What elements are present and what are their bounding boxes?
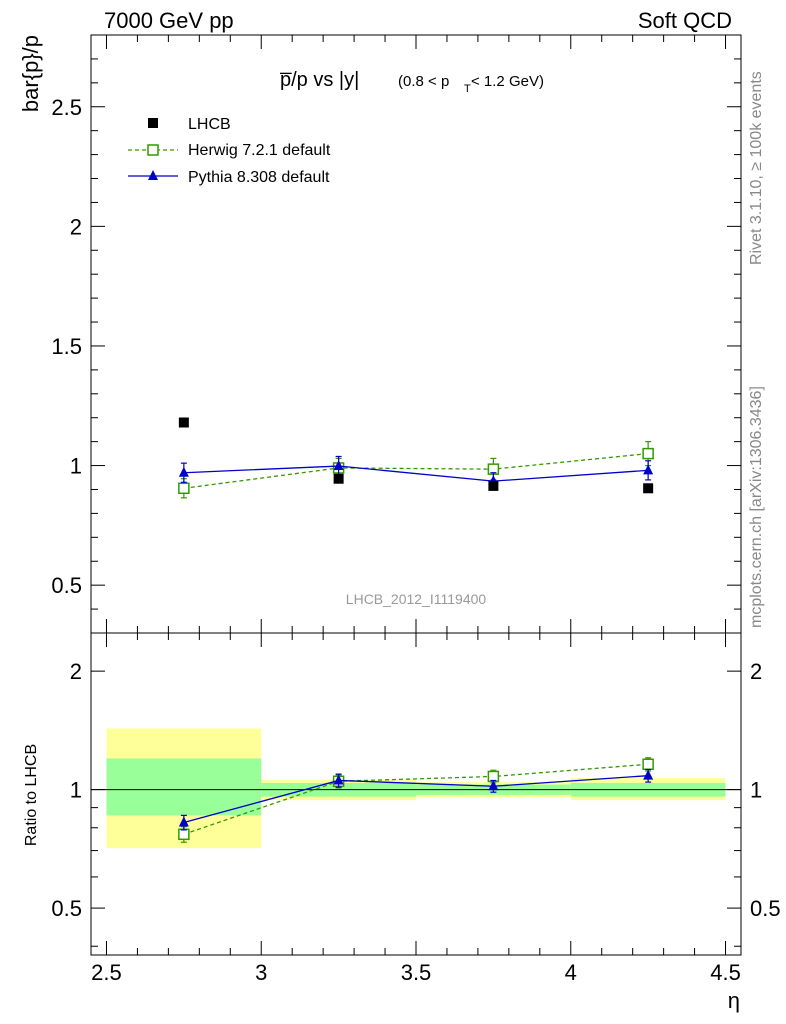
- herwig-point: [642, 447, 654, 460]
- x-tick-label: 4.5: [710, 960, 741, 985]
- main-title: p̅/p vs |y| (0.8 < p T < 1.2 GeV): [280, 69, 544, 95]
- x-tick-label: 2.5: [91, 960, 122, 985]
- ratio-herwig-line: [183, 763, 649, 835]
- main-panel: 0.5 1 1.5 2 2.5 bar{p}/p p̅/p vs |y| (0.8 < …: [18, 34, 742, 634]
- ratio-y-axis-label: Ratio to LHCB: [23, 744, 40, 846]
- ratio-pythia-point: [488, 780, 499, 791]
- lhcb-point: [178, 417, 189, 428]
- legend-lhcb-marker: [148, 118, 158, 128]
- header-right: Soft QCD: [637, 8, 732, 33]
- ratio-pythia-point: [333, 774, 344, 785]
- ratio-y-tick-label-right: 1: [750, 778, 762, 803]
- legend-pythia-marker: [148, 170, 158, 180]
- main-y-tick-label: 2.5: [51, 95, 82, 120]
- title-main: p̅/p vs |y|: [280, 69, 359, 91]
- ratio-band-inner: [106, 758, 262, 816]
- ratio-y-tick-labels: 0.5 0.5 1 1 2 2: [51, 659, 780, 921]
- lhcb-point: [333, 473, 344, 484]
- pythia-point: [643, 464, 654, 475]
- ratio-y-tick-label-right: 0.5: [750, 896, 781, 921]
- pythia-line: [183, 465, 649, 482]
- ratio-y-tick-label: 1: [70, 778, 82, 803]
- pythia-point: [333, 460, 344, 471]
- ratio-pythia-point: [178, 816, 189, 827]
- ratio-y-tick-label: 2: [70, 659, 82, 684]
- lhcb-point: [643, 483, 654, 494]
- legend-herwig-label: Herwig 7.2.1 default: [188, 142, 331, 159]
- legend-lhcb-label: LHCB: [188, 116, 231, 133]
- ratio-y-tick-label: 0.5: [51, 896, 82, 921]
- title-sub-t: T: [464, 83, 471, 95]
- herwig-point: [178, 482, 190, 495]
- x-tick-label: 3.5: [401, 960, 432, 985]
- main-y-tick-label: 2: [70, 214, 82, 239]
- main-y-tick-labels: 0.5 1 1.5 2 2.5: [51, 95, 82, 598]
- header-left: 7000 GeV pp: [104, 8, 234, 33]
- legend: LHCB Herwig 7.2.1 default Pythia 8.308 d…: [128, 116, 331, 186]
- main-y-axis-label: bar{p}/p: [18, 35, 43, 112]
- title-sub-b: < 1.2 GeV): [471, 73, 544, 90]
- ratio-herwig-point: [642, 758, 654, 770]
- herwig-line: [183, 452, 649, 489]
- x-tick-label: 3: [255, 960, 267, 985]
- ratio-pythia-point: [643, 769, 654, 780]
- ratio-y-tick-label-right: 2: [750, 659, 762, 684]
- lhcb-point: [488, 480, 499, 491]
- main-series: [178, 417, 654, 499]
- main-y-tick-label: 1: [70, 454, 82, 479]
- x-tick-label: 4: [565, 960, 577, 985]
- ratio-ticks: [91, 633, 741, 955]
- main-ticks: [91, 34, 741, 634]
- watermark: LHCB_2012_I1119400: [346, 591, 487, 607]
- title-sub-a: (0.8 < p: [398, 73, 449, 90]
- pythia-point: [178, 466, 189, 477]
- x-axis-label: η: [728, 988, 740, 1013]
- legend-pythia-label: Pythia 8.308 default: [188, 169, 330, 186]
- legend-herwig-marker: [147, 144, 159, 156]
- main-y-tick-label: 1.5: [51, 334, 82, 359]
- ratio-herwig-point: [178, 828, 190, 841]
- ratio-pythia-line: [183, 775, 649, 824]
- ratio-bands: [106, 728, 726, 849]
- ratio-x-tick-labels: 2.5 3 3.5 4 4.5: [91, 960, 741, 985]
- ratio-panel: 0.5 0.5 1 1 2 2 2.5 3 3.5 4 4.5 Ratio to LHCB η: [23, 632, 781, 1013]
- main-y-tick-label: 0.5: [51, 573, 82, 598]
- ratio-series: [178, 757, 654, 843]
